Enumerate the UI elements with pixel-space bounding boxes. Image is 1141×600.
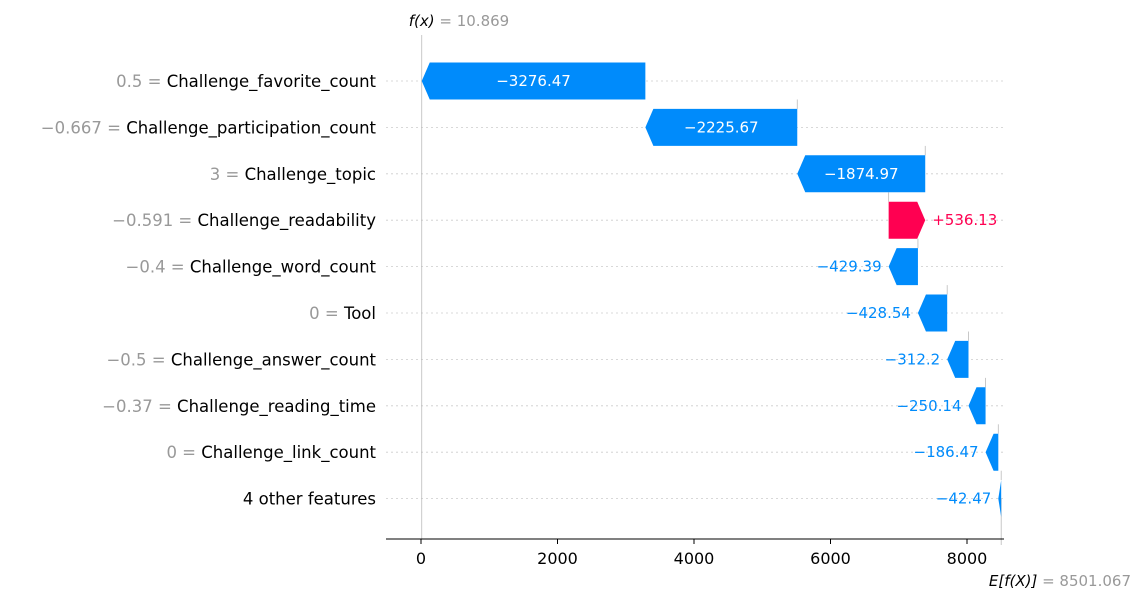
feature-name: Challenge_link_count — [201, 443, 376, 463]
contribution-label: −250.14 — [896, 397, 961, 415]
feature-label: −0.37 = Challenge_reading_time — [102, 397, 376, 417]
negative-bar — [421, 62, 646, 100]
feature-name: Challenge_favorite_count — [167, 72, 377, 92]
feature-label: 4 other features — [243, 490, 376, 509]
negative-bar — [985, 433, 999, 471]
fx-value: = 10.869 — [435, 12, 510, 30]
negative-bar — [947, 340, 969, 378]
x-tick-label: 6000 — [810, 549, 851, 568]
fx-annotation: f(x) = 10.869 — [409, 12, 509, 30]
annotations: f(x) = 10.869 E[f(X)] = 8501.067 — [409, 12, 1131, 590]
feature-label: −0.4 = Challenge_word_count — [126, 258, 377, 278]
feature-name: Challenge_topic — [245, 165, 376, 185]
negative-bar — [917, 294, 948, 332]
x-tick-label: 8000 — [947, 549, 988, 568]
x-axis: 0 2000 4000 6000 8000 — [386, 538, 1004, 568]
contribution-label: −1874.97 — [824, 165, 899, 183]
contribution-label: −429.39 — [817, 258, 882, 276]
x-tick-label: 2000 — [537, 549, 578, 568]
feature-value: −0.37 = — [102, 397, 177, 416]
feature-value: 0 = — [309, 304, 344, 323]
base-annotation: E[f(X)] = 8501.067 — [989, 572, 1131, 590]
feature-value: 0.5 = — [116, 72, 167, 91]
feature-value: 3 = — [210, 165, 245, 184]
feature-value: −0.591 = — [112, 211, 197, 230]
feature-label: −0.591 = Challenge_readability — [112, 211, 376, 231]
feature-label: 0 = Challenge_link_count — [166, 443, 376, 463]
contribution-label: −42.47 — [936, 490, 992, 508]
fx-label: f(x) — [409, 12, 435, 30]
contribution-label: +536.13 — [932, 211, 997, 229]
feature-value: 0 = — [166, 443, 201, 462]
feature-value: −0.4 = — [126, 258, 190, 277]
contribution-label: −3276.47 — [496, 72, 571, 90]
feature-name: Challenge_readability — [198, 211, 377, 231]
negative-bar — [998, 480, 1002, 518]
x-tick-label: 0 — [416, 549, 426, 568]
negative-bar — [888, 248, 918, 286]
contribution-bars — [421, 62, 1002, 518]
contribution-label: −428.54 — [846, 304, 911, 322]
feature-labels: 0.5 = Challenge_favorite_count −0.667 = C… — [41, 72, 377, 509]
feature-name: Tool — [343, 304, 376, 323]
feature-name: Challenge_answer_count — [171, 350, 377, 370]
feature-name: 4 other features — [243, 490, 376, 509]
feature-name: Challenge_participation_count — [126, 118, 376, 138]
contribution-labels: −3276.47 −2225.67 −1874.97 +536.13 −429.39 −4… — [496, 72, 997, 508]
feature-label: 0.5 = Challenge_favorite_count — [116, 72, 376, 92]
feature-value: −0.5 = — [106, 350, 170, 369]
contribution-label: −186.47 — [914, 443, 979, 461]
contribution-label: −2225.67 — [684, 118, 759, 136]
feature-label: −0.5 = Challenge_answer_count — [106, 350, 376, 370]
negative-bar — [968, 387, 986, 425]
feature-value: −0.667 = — [41, 118, 126, 137]
feature-label: 3 = Challenge_topic — [210, 165, 376, 185]
feature-label: 0 = Tool — [309, 304, 376, 323]
feature-label: −0.667 = Challenge_participation_count — [41, 118, 377, 138]
base-value: = 8501.067 — [1037, 572, 1131, 590]
base-label: E[f(X)] — [989, 572, 1038, 590]
x-tick-label: 4000 — [674, 549, 715, 568]
negative-bar — [797, 155, 926, 193]
feature-name: Challenge_word_count — [190, 258, 377, 278]
negative-bar — [645, 108, 798, 146]
contribution-label: −312.2 — [885, 350, 941, 368]
feature-name: Challenge_reading_time — [177, 397, 376, 417]
positive-bar — [888, 201, 926, 239]
